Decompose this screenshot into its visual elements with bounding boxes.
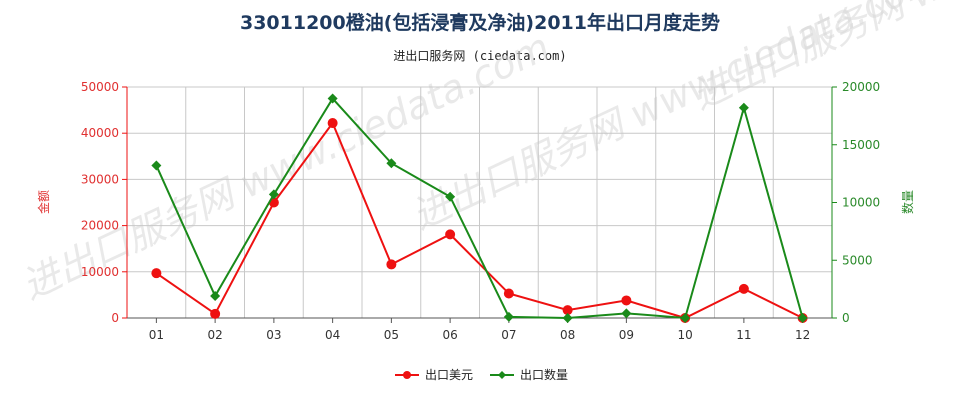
left-axis-tick-label: 0 xyxy=(111,311,119,325)
data-point-quantity xyxy=(797,313,808,323)
data-point-quantity xyxy=(268,189,279,200)
data-point-quantity xyxy=(151,160,162,171)
right-axis-tick-label: 20000 xyxy=(842,80,880,94)
series-line-amount xyxy=(155,121,804,320)
legend-label-amount: 出口美元 xyxy=(425,368,473,382)
legend-marker-diamond xyxy=(498,371,506,379)
x-axis-tick-label: 10 xyxy=(677,328,692,342)
x-axis-tick-label: 09 xyxy=(619,328,634,342)
data-point-quantity xyxy=(327,93,338,104)
right-axis-tick-label: 10000 xyxy=(842,196,880,210)
x-axis-tick-label: 03 xyxy=(266,328,281,342)
data-point-amount xyxy=(151,268,162,279)
legend-marker-circle xyxy=(403,371,411,379)
data-point-amount xyxy=(503,288,514,299)
left-axis-tick-label: 10000 xyxy=(81,265,119,279)
data-point-quantity xyxy=(386,158,397,169)
data-point-quantity xyxy=(562,313,573,323)
x-axis-tick-label: 06 xyxy=(442,328,457,342)
data-point-quantity xyxy=(680,313,691,323)
data-point-amount xyxy=(562,305,573,316)
data-point-amount xyxy=(445,229,456,240)
series xyxy=(151,93,808,323)
legend-label-quantity: 出口数量 xyxy=(520,367,568,382)
x-axis-tick-label: 07 xyxy=(501,328,516,342)
data-point-amount xyxy=(386,259,397,270)
chart-subtitle: 进出口服务网 (ciedata.com) xyxy=(393,49,567,63)
x-axis-tick-label: 04 xyxy=(325,328,340,342)
x-axis-tick-label: 05 xyxy=(384,328,399,342)
watermark-text: 进出口服务网 www.ciedata.com xyxy=(685,0,960,118)
data-point-quantity xyxy=(503,311,514,322)
right-axis-tick-label: 0 xyxy=(842,311,850,325)
data-point-amount xyxy=(738,283,749,294)
x-axis-tick-label: 01 xyxy=(149,328,164,342)
axes: 0 10000 20000 30000 40000 50000 0 5000 10000 1500… xyxy=(36,80,915,342)
x-axis-tick-label: 11 xyxy=(736,328,751,342)
right-axis-tick-label: 15000 xyxy=(842,138,880,152)
data-point-quantity xyxy=(210,291,221,302)
chart-title: 33011200橙油(包括浸膏及净油)2011年出口月度走势 xyxy=(239,12,720,34)
right-axis-title: 数量 xyxy=(900,190,915,214)
legend: 出口美元 出口数量 xyxy=(395,367,568,382)
x-axis-tick-label: 12 xyxy=(795,328,810,342)
left-axis-title: 金额 xyxy=(36,190,51,214)
x-axis-tick-label: 02 xyxy=(207,328,222,342)
right-axis-tick-label: 5000 xyxy=(842,253,873,267)
data-point-amount xyxy=(327,118,338,129)
left-axis-tick-label: 40000 xyxy=(81,126,119,140)
data-point-quantity xyxy=(738,102,749,113)
series-line-quantity xyxy=(155,96,804,320)
left-axis-tick-label: 20000 xyxy=(81,219,119,233)
data-point-amount xyxy=(210,308,221,319)
data-point-amount xyxy=(621,295,632,306)
data-point-quantity xyxy=(445,191,456,202)
data-point-quantity xyxy=(621,308,632,319)
left-axis-tick-label: 50000 xyxy=(81,80,119,94)
left-axis-tick-label: 30000 xyxy=(81,172,119,186)
x-axis-tick-label: 08 xyxy=(560,328,575,342)
